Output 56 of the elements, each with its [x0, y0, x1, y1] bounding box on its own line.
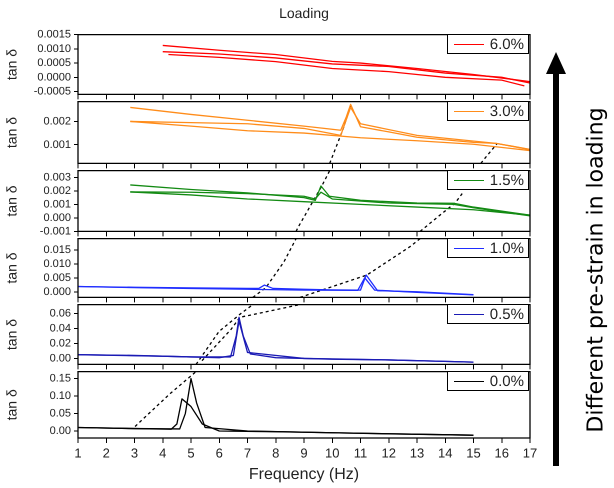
y-tick-label: 0.000	[43, 212, 71, 224]
y-axis-title: tan δ	[3, 185, 20, 217]
x-tick-label: 7	[244, 445, 252, 460]
y-tick-label: 0.005	[43, 272, 71, 284]
text: Different pre-strain in loading	[584, 107, 608, 433]
x-tick-label: 6	[216, 445, 223, 460]
y-tick-label: 0.06	[50, 308, 71, 320]
x-tick-label: 1	[74, 445, 82, 460]
y-tick-label: 0.04	[50, 322, 71, 335]
y-tick-label: 0.02	[50, 338, 71, 350]
x-tick-label: 3	[130, 445, 138, 460]
y-axis-title: tan δ	[3, 252, 20, 284]
x-tick-label: 11	[354, 445, 368, 460]
x-tick-label: 9	[300, 445, 308, 460]
x-tick-label: 10	[325, 445, 340, 460]
y-tick-label: 0.05	[50, 408, 71, 420]
y-tick-label: 0.015	[43, 244, 71, 256]
y-tick-label: -0.001	[40, 225, 71, 238]
y-tick-label: 0.010	[43, 258, 71, 270]
y-tick-label: 0.15	[50, 372, 71, 385]
legend-label: 6.0%	[490, 36, 524, 52]
y-tick-label: 0.0010	[37, 42, 71, 55]
y-tick-label: 0.00	[50, 352, 71, 364]
x-tick-label: 14	[438, 445, 452, 460]
y-tick-label: 0.000	[43, 286, 71, 298]
x-tick-label: 12	[382, 445, 396, 460]
x-tick-label: 5	[187, 445, 195, 460]
chart-title: Loading	[278, 5, 330, 21]
y-tick-label: 0.002	[43, 115, 71, 128]
y-tick-label: 0.00	[50, 425, 71, 438]
legend-label: 0.0%	[490, 372, 524, 390]
y-tick-label: -0.0005	[34, 86, 71, 98]
y-axis-title: tan δ	[3, 318, 20, 350]
y-tick-label: 0.0005	[37, 57, 71, 70]
x-tick-label: 4	[159, 445, 166, 460]
legend-label: 0.5%	[490, 306, 524, 322]
x-tick-label: 8	[272, 445, 280, 460]
y-axis-title: tan δ	[3, 116, 20, 148]
legend-label: 1.0%	[490, 240, 524, 256]
y-tick-label: 0.002	[43, 184, 71, 197]
legend-label: 3.0%	[490, 102, 524, 120]
y-tick-label: 0.10	[50, 390, 71, 402]
x-tick-label: 13	[410, 445, 424, 460]
y-tick-label: 0.0015	[37, 28, 71, 41]
y-tick-label: 0.001	[43, 198, 71, 210]
x-tick-label: 2	[102, 445, 110, 460]
x-tick-label: 15	[466, 445, 481, 460]
y-tick-label: 0.001	[43, 138, 71, 151]
x-tick-label: 17	[522, 445, 538, 460]
legend-label: 1.5%	[490, 172, 524, 188]
x-tick-label: 16	[494, 445, 509, 460]
y-tick-label: 0.003	[43, 171, 71, 184]
y-axis-title: tan δ	[3, 48, 20, 80]
x-axis-title: Frequency (Hz)	[248, 466, 360, 483]
y-axis-title: tan δ	[3, 389, 20, 420]
y-tick-label: 0.0000	[37, 71, 71, 84]
